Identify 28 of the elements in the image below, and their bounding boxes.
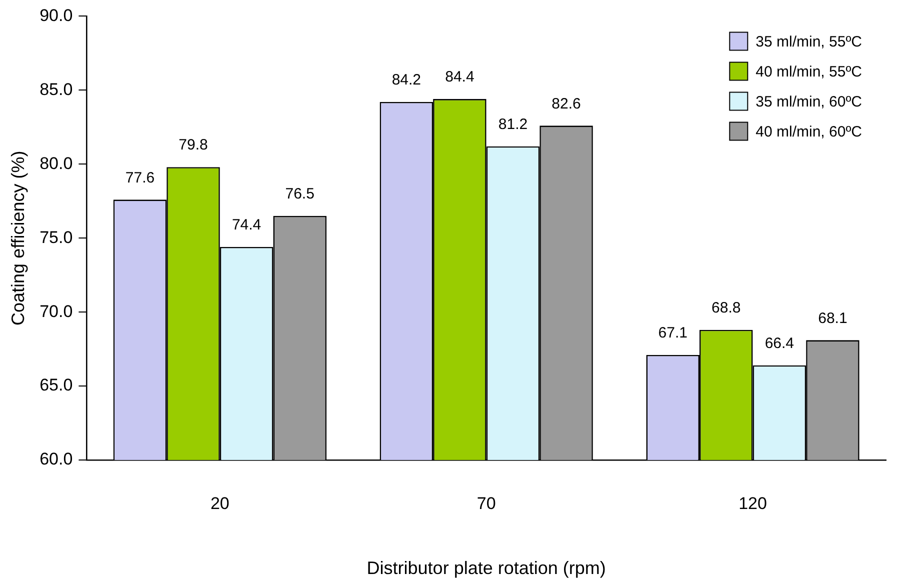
data-label: 74.4 bbox=[232, 216, 262, 234]
data-label: 84.2 bbox=[392, 72, 422, 89]
data-label: 84.4 bbox=[445, 68, 474, 86]
y-tick-label: 70.0 bbox=[40, 302, 73, 321]
data-label: 67.1 bbox=[658, 324, 688, 342]
data-label: 68.1 bbox=[818, 310, 848, 327]
y-tick-label: 75.0 bbox=[40, 228, 73, 247]
y-tick-label: 85.0 bbox=[40, 80, 73, 99]
legend-label: 40 ml/min, 60ºC bbox=[756, 123, 862, 140]
data-label: 79.8 bbox=[178, 136, 208, 154]
data-label: 82.6 bbox=[552, 95, 581, 112]
y-axis-title: Coating efficiency (%) bbox=[8, 150, 28, 326]
data-label: 81.2 bbox=[498, 116, 528, 134]
x-tick-label: 20 bbox=[210, 494, 230, 513]
y-tick-label: 65.0 bbox=[40, 376, 73, 395]
y-tick-label: 90.0 bbox=[40, 6, 73, 25]
x-tick-label: 120 bbox=[738, 494, 767, 513]
data-label: 76.5 bbox=[285, 186, 314, 203]
y-tick-label: 80.0 bbox=[40, 154, 73, 173]
x-tick-label: 70 bbox=[476, 494, 496, 513]
data-label: 66.4 bbox=[764, 334, 794, 352]
y-tick-label: 60.0 bbox=[40, 450, 73, 469]
legend-label: 35 ml/min, 60ºC bbox=[756, 93, 862, 110]
data-label: 68.8 bbox=[712, 299, 741, 316]
legend-label: 35 ml/min, 55ºC bbox=[756, 33, 862, 50]
data-label: 77.6 bbox=[125, 169, 155, 186]
legend-label: 40 ml/min, 55ºC bbox=[756, 63, 862, 80]
x-axis-title: Distributor plate rotation (rpm) bbox=[366, 558, 606, 578]
